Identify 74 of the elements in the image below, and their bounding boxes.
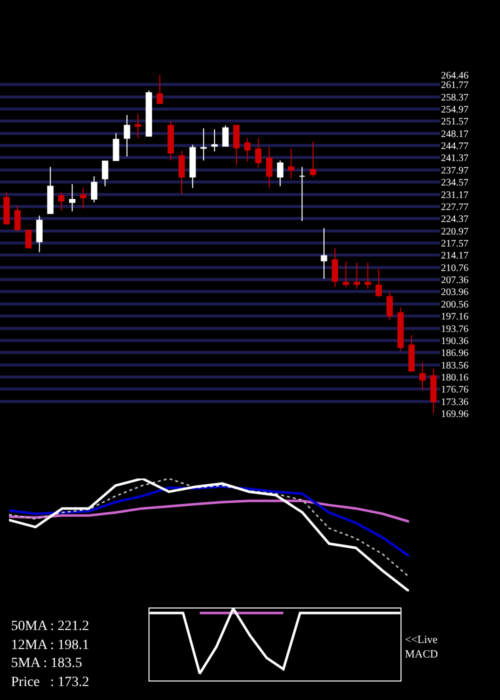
y-tick-label: 183.56 <box>441 360 468 372</box>
candlestick <box>47 166 54 214</box>
candlestick <box>178 150 185 195</box>
candlestick <box>112 132 120 161</box>
candlestick <box>310 140 316 178</box>
y-tick-label: 190.36 <box>441 336 468 347</box>
y-tick-label: 200.56 <box>441 299 468 310</box>
candlestick <box>14 205 21 232</box>
candlestick <box>298 166 306 222</box>
y-tick-label: 234.57 <box>441 178 468 189</box>
candlestick <box>69 184 76 212</box>
y-tick-label: 227.77 <box>441 202 468 213</box>
y-tick-label: 193.76 <box>441 324 468 335</box>
candlestick <box>397 306 404 352</box>
text: 5MA : 183.5 <box>11 656 82 671</box>
candlestick <box>189 144 196 189</box>
y-tick-label: 203.96 <box>441 287 468 298</box>
candlestick <box>386 291 393 321</box>
y-tick-label: 224.37 <box>441 214 468 226</box>
candlestick <box>25 230 32 248</box>
y-tick-label: 248.17 <box>441 128 468 140</box>
candlestick <box>320 228 328 280</box>
y-tick-label: 231.17 <box>441 190 468 201</box>
y-tick-label: 217.57 <box>441 238 468 250</box>
candlestick <box>342 261 350 288</box>
candlestick <box>222 124 229 147</box>
candlestick <box>376 268 382 298</box>
candlestick <box>156 74 163 104</box>
y-tick-label: 254.97 <box>441 104 468 116</box>
text: 50MA : 221.2 <box>11 619 90 634</box>
candlestick <box>419 362 426 390</box>
y-tick-label: 180.16 <box>441 372 468 384</box>
candlestick <box>255 138 262 168</box>
candlestick <box>168 120 174 161</box>
y-tick-label: 197.16 <box>441 312 468 323</box>
candlestick <box>134 113 142 139</box>
candlestick <box>277 160 284 187</box>
text: Price : 173.2 <box>11 675 90 690</box>
candlestick <box>58 192 64 212</box>
candlestick <box>200 128 207 161</box>
candlestick <box>288 148 294 180</box>
candlestick <box>211 128 218 152</box>
y-tick-label: 241.37 <box>441 153 468 164</box>
y-tick-label: 176.76 <box>441 384 468 396</box>
y-tick-label: 264.46 <box>441 70 468 82</box>
candlestick <box>233 124 240 166</box>
y-tick-label: 261.77 <box>441 80 468 92</box>
candlestick <box>80 186 86 209</box>
candlestick <box>354 262 360 290</box>
y-tick-label: 210.76 <box>441 262 468 274</box>
candlestick <box>36 215 43 253</box>
text: <<Live MACD <box>405 634 438 660</box>
candlestick <box>266 146 272 189</box>
y-tick-label: 214.17 <box>441 250 468 262</box>
candlestick <box>102 160 108 187</box>
y-tick-label: 251.57 <box>441 116 468 128</box>
candlestick <box>244 138 251 162</box>
y-tick-label: 237.97 <box>441 165 468 176</box>
candlestick <box>90 176 98 203</box>
y-tick-label: 220.97 <box>441 226 468 238</box>
candlestick <box>146 90 152 137</box>
y-tick-label: 258.37 <box>441 92 468 104</box>
candlestick <box>124 114 130 158</box>
text: 12MA : 198.1 <box>11 638 90 653</box>
candlestick <box>3 192 10 224</box>
candlestick <box>430 368 437 414</box>
y-tick-label: 244.77 <box>441 141 468 152</box>
y-tick-label: 173.36 <box>441 396 468 408</box>
candlestick <box>408 334 415 372</box>
candlestick <box>332 248 338 288</box>
y-tick-label: 207.36 <box>441 275 468 286</box>
candlestick <box>364 262 371 290</box>
y-tick-label: 186.96 <box>441 348 468 360</box>
y-tick-label: 169.96 <box>441 409 468 420</box>
